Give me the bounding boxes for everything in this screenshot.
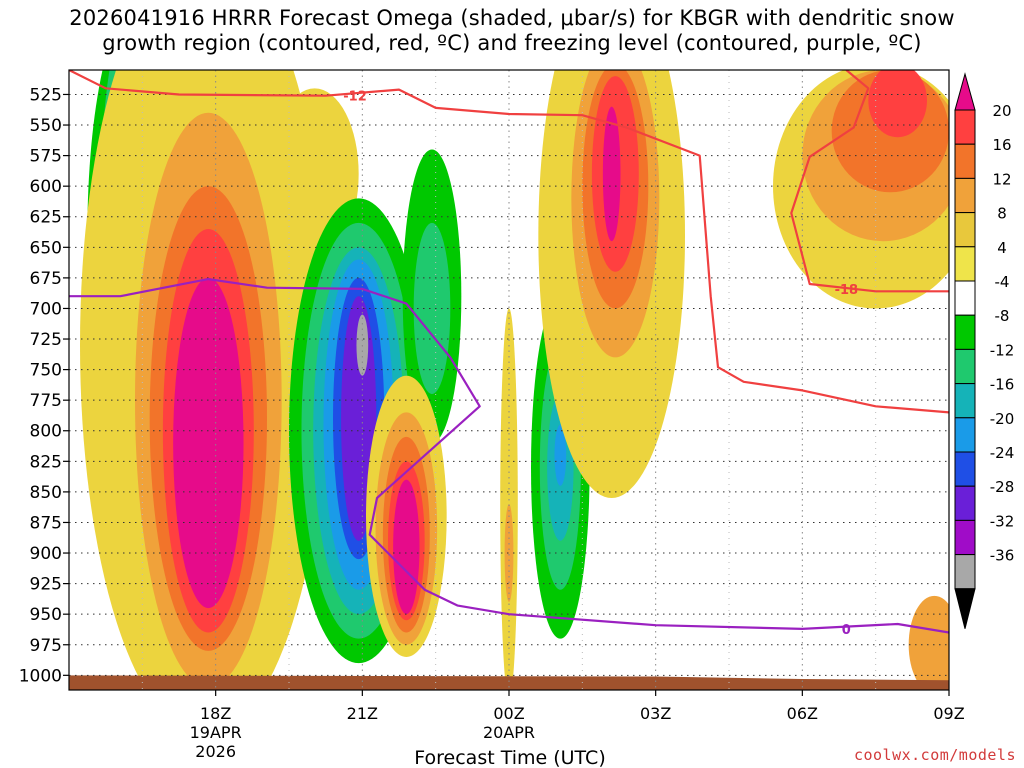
colorbar-segment — [954, 246, 976, 282]
omega-region-pos-f — [908, 595, 949, 690]
colorbar-segment — [954, 314, 976, 350]
title-line-2: growth region (contoured, red, ºC) and f… — [102, 31, 922, 55]
omega-region-pos-d — [602, 106, 621, 242]
y-tick-label-950: 950 — [30, 605, 62, 625]
colorbar-segment — [954, 177, 976, 214]
colorbar-label--28: -28 — [990, 478, 1015, 496]
colorbar-segment — [954, 280, 976, 316]
colorbar-segment — [954, 383, 976, 419]
x-tick-label: 19APR — [190, 723, 242, 742]
x-tick-label: 09Z — [933, 704, 964, 723]
colorbar-label--16: -16 — [990, 376, 1015, 394]
omega-region-pos-c — [504, 504, 514, 602]
x-tick-label: 00Z — [493, 704, 524, 723]
x-tick-label: 20APR — [483, 723, 535, 742]
colorbar-label--24: -24 — [990, 444, 1015, 462]
x-tick-label: 2026 — [195, 742, 236, 761]
contour-label-dgz-minus-18: -18 — [835, 283, 859, 298]
y-tick-label-600: 600 — [30, 177, 62, 197]
colorbar-label-16: 16 — [992, 136, 1011, 154]
y-tick-label-975: 975 — [30, 636, 62, 656]
omega-region-pos-e — [868, 70, 927, 138]
contour-freezing-level — [69, 278, 949, 634]
y-tick-label-825: 825 — [30, 452, 62, 472]
colorbar-label--36: -36 — [990, 547, 1015, 565]
site-credit[interactable]: coolwx.com/models — [853, 746, 1016, 764]
x-tick-label: 06Z — [787, 704, 818, 723]
colorbar-segment — [954, 485, 976, 521]
colorbar-label--8: -8 — [995, 307, 1010, 325]
y-tick-label-900: 900 — [30, 544, 62, 564]
y-tick-label-550: 550 — [30, 116, 62, 136]
omega-region-neg-d — [413, 222, 451, 395]
chart-title: 2026041916 HRRR Forecast Omega (shaded, … — [0, 6, 1024, 56]
colorbar-segment — [954, 451, 976, 487]
colorbar-label--20: -20 — [990, 410, 1015, 428]
y-tick-label-925: 925 — [30, 575, 62, 595]
colorbar-segment — [954, 519, 976, 556]
colorbar-label-4: 4 — [997, 239, 1007, 257]
omega-region-neg-e — [554, 424, 567, 486]
y-tick-label-525: 525 — [30, 85, 62, 105]
contour-label-dgz-minus-12: -12 — [343, 90, 367, 105]
colorbar-segment — [954, 348, 976, 385]
colorbar-label--4: -4 — [995, 273, 1010, 291]
colorbar-label--12: -12 — [990, 341, 1015, 359]
x-tick-label: 21Z — [347, 704, 378, 723]
colorbar-segment — [954, 212, 976, 248]
omega-region-pos-a — [173, 277, 244, 609]
title-line-1: 2026041916 HRRR Forecast Omega (shaded, … — [69, 6, 955, 30]
y-tick-label-675: 675 — [30, 269, 62, 289]
x-tick-label: 18Z — [200, 704, 231, 723]
y-tick-label-850: 850 — [30, 483, 62, 503]
colorbar-label-8: 8 — [997, 205, 1007, 223]
contour-dgz-minus-18 — [790, 70, 949, 293]
colorbar-top-arrow — [954, 72, 976, 111]
y-tick-label-625: 625 — [30, 208, 62, 228]
y-tick-label-650: 650 — [30, 238, 62, 258]
y-tick-label-1000: 1000 — [19, 666, 62, 686]
colorbar-segment — [954, 417, 976, 453]
y-tick-label-700: 700 — [30, 299, 62, 319]
colorbar-segment — [954, 109, 976, 145]
y-tick-label-875: 875 — [30, 513, 62, 533]
x-tick-label: 03Z — [640, 704, 671, 723]
y-tick-label-800: 800 — [30, 422, 62, 442]
colorbar-segment — [954, 554, 976, 590]
colorbar-label-20: 20 — [992, 102, 1011, 120]
x-axis-label: Forecast Time (UTC) — [414, 747, 605, 768]
colorbar-segment — [954, 143, 976, 179]
contour-label-freezing-level: 0 — [842, 623, 851, 638]
colorbar-bottom-arrow — [954, 588, 976, 629]
omega-region-pos-b — [393, 479, 420, 615]
ground-surface — [69, 675, 949, 690]
colorbar-label--32: -32 — [990, 512, 1015, 530]
contour-dgz-minus-12 — [69, 70, 949, 414]
y-tick-label-575: 575 — [30, 147, 62, 167]
y-tick-label-725: 725 — [30, 330, 62, 350]
y-tick-label-750: 750 — [30, 361, 62, 381]
y-tick-label-775: 775 — [30, 391, 62, 411]
colorbar-label-12: 12 — [992, 170, 1011, 188]
